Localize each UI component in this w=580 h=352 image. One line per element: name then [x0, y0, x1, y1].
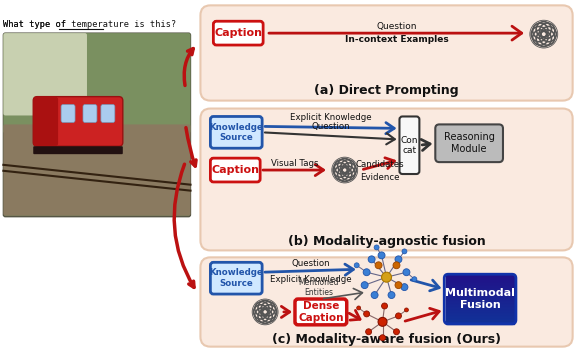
FancyBboxPatch shape — [61, 105, 75, 122]
Text: Explicit Knowledge: Explicit Knowledge — [270, 275, 351, 284]
FancyBboxPatch shape — [83, 105, 97, 122]
Text: Question: Question — [311, 122, 350, 131]
Text: Reasoning
Module: Reasoning Module — [444, 132, 495, 154]
Circle shape — [378, 252, 385, 259]
Text: Evidence: Evidence — [360, 173, 400, 182]
FancyBboxPatch shape — [3, 33, 190, 133]
Circle shape — [393, 329, 400, 335]
Circle shape — [354, 263, 359, 268]
Text: (c) Modality-aware fusion (Ours): (c) Modality-aware fusion (Ours) — [272, 333, 501, 346]
FancyBboxPatch shape — [33, 97, 123, 146]
Text: Caption: Caption — [211, 165, 259, 175]
Circle shape — [357, 306, 361, 310]
Circle shape — [393, 262, 400, 269]
Circle shape — [374, 245, 379, 250]
FancyBboxPatch shape — [211, 262, 262, 294]
Circle shape — [379, 335, 386, 341]
FancyBboxPatch shape — [201, 257, 572, 347]
Text: Question: Question — [291, 259, 329, 268]
Text: In-context Examples: In-context Examples — [345, 35, 448, 44]
Text: Knowledge
Source: Knowledge Source — [209, 269, 263, 288]
FancyBboxPatch shape — [213, 21, 263, 45]
Circle shape — [364, 311, 369, 317]
FancyBboxPatch shape — [201, 108, 572, 250]
Text: (a) Direct Prompting: (a) Direct Prompting — [314, 84, 459, 97]
FancyBboxPatch shape — [400, 117, 419, 174]
Circle shape — [382, 303, 387, 309]
Circle shape — [363, 269, 370, 276]
Text: Caption: Caption — [214, 28, 262, 38]
FancyBboxPatch shape — [33, 97, 58, 146]
Circle shape — [388, 291, 395, 298]
Circle shape — [396, 313, 401, 319]
Text: (b) Modality-agnostic fusion: (b) Modality-agnostic fusion — [288, 235, 485, 248]
FancyBboxPatch shape — [3, 33, 190, 217]
Text: Visual Tags: Visual Tags — [271, 159, 318, 168]
Text: Dense
Caption: Dense Caption — [298, 301, 343, 323]
Circle shape — [378, 318, 387, 326]
FancyBboxPatch shape — [33, 146, 123, 154]
Text: Candidates: Candidates — [356, 160, 404, 169]
FancyBboxPatch shape — [295, 299, 347, 325]
FancyBboxPatch shape — [211, 117, 262, 148]
Circle shape — [375, 262, 382, 269]
FancyBboxPatch shape — [211, 158, 260, 182]
Circle shape — [404, 308, 408, 312]
FancyBboxPatch shape — [3, 124, 190, 216]
FancyBboxPatch shape — [3, 33, 87, 115]
Text: Mentioned
Entities: Mentioned Entities — [299, 278, 339, 297]
Circle shape — [395, 256, 402, 263]
Circle shape — [403, 269, 410, 276]
FancyBboxPatch shape — [201, 5, 572, 101]
Circle shape — [361, 282, 368, 289]
Circle shape — [382, 272, 392, 282]
Circle shape — [401, 284, 408, 291]
FancyBboxPatch shape — [101, 105, 115, 122]
Text: Question: Question — [376, 22, 417, 31]
Text: What type of: What type of — [3, 20, 71, 29]
Circle shape — [402, 249, 407, 254]
Circle shape — [365, 329, 372, 335]
Circle shape — [368, 256, 375, 263]
Circle shape — [412, 277, 417, 282]
Text: Con
cat: Con cat — [401, 136, 418, 155]
Circle shape — [395, 282, 402, 289]
Circle shape — [371, 291, 378, 298]
Text: Multimodal
Fusion: Multimodal Fusion — [445, 288, 515, 310]
Text: Knowledge
Source: Knowledge Source — [209, 122, 263, 142]
Text: Explicit Knowledge: Explicit Knowledge — [290, 113, 372, 122]
FancyBboxPatch shape — [436, 124, 503, 162]
Text: What type of temperature is this?: What type of temperature is this? — [3, 20, 177, 29]
